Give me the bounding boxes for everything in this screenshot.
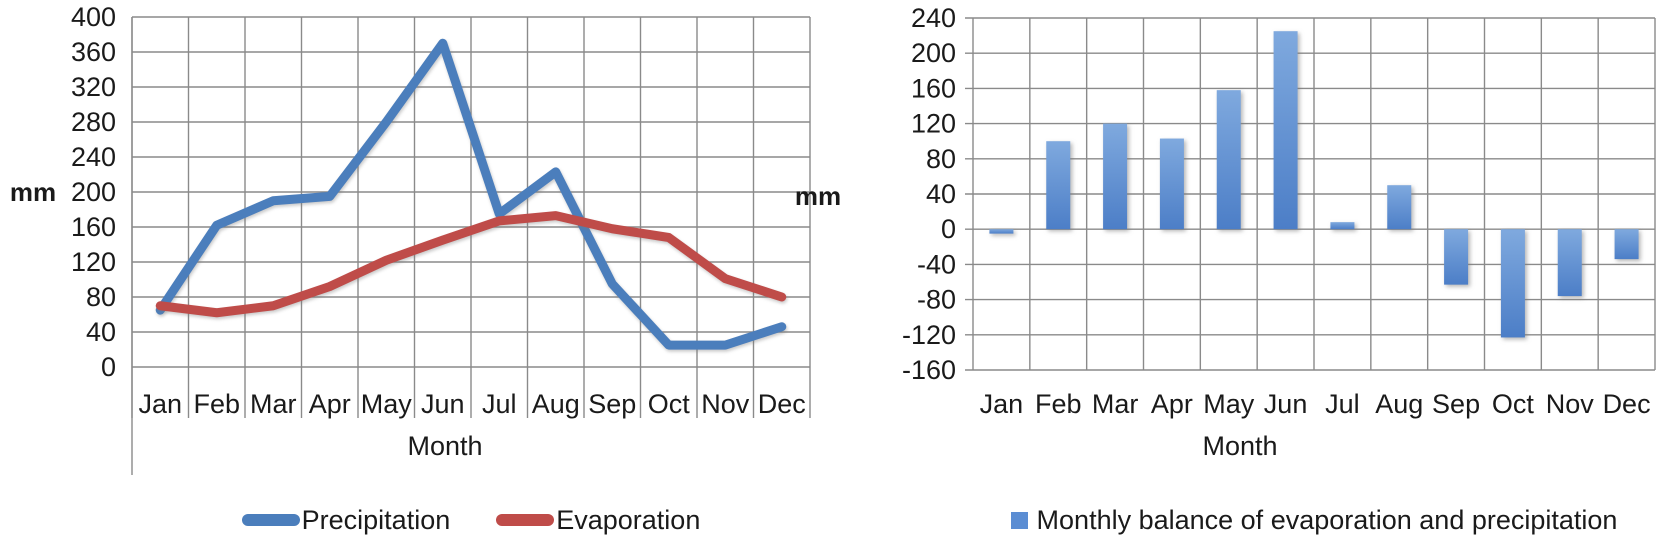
- legend-item-evaporation: Evaporation: [496, 505, 700, 536]
- x-tick-label-jun: Jun: [1264, 389, 1308, 419]
- balance-bar-feb: [1046, 141, 1071, 230]
- balance-bar-swatch: [1010, 511, 1028, 529]
- bar-chart-legend: Monthly balance of evaporation and preci…: [973, 505, 1655, 535]
- balance-bar-mar: [1103, 123, 1128, 230]
- x-tick-label-sep: Sep: [588, 389, 636, 419]
- x-tick-label-dec: Dec: [1603, 389, 1651, 419]
- y-tick-label-80: 80: [86, 282, 116, 312]
- x-tick-label-jul: Jul: [482, 389, 517, 419]
- y-tick-label-200: 200: [911, 38, 956, 68]
- evaporation-line: [155, 211, 787, 318]
- y-tick-label-80: 80: [926, 144, 956, 174]
- y-tick-label-0: 0: [941, 214, 956, 244]
- balance-bar-jun: [1273, 31, 1298, 230]
- x-axis-title: Month: [407, 431, 482, 461]
- evaporation-line-swatch: [496, 514, 555, 526]
- x-tick-label-feb: Feb: [193, 389, 240, 419]
- y-tick-label-400: 400: [71, 2, 116, 32]
- x-tick-label-mar: Mar: [1092, 389, 1139, 419]
- x-tick-label-may: May: [1203, 389, 1255, 419]
- x-axis-title: Month: [1202, 431, 1277, 461]
- x-tick-label-oct: Oct: [648, 389, 691, 419]
- y-tick-label-280: 280: [71, 107, 116, 137]
- legend-label-precipitation: Precipitation: [301, 504, 451, 535]
- balance-bar-jul: [1330, 222, 1355, 230]
- legend-label-evaporation: Evaporation: [556, 504, 701, 535]
- x-tick-label-jun: Jun: [421, 389, 465, 419]
- y-tick-label--80: -80: [917, 285, 956, 315]
- y-tick-label--40: -40: [917, 249, 956, 279]
- y-tick-label-0: 0: [101, 352, 116, 382]
- y-tick-label-200: 200: [71, 177, 116, 207]
- x-tick-label-nov: Nov: [701, 389, 750, 419]
- line-chart-legend: Precipitation Evaporation: [132, 505, 810, 535]
- x-tick-label-jan: Jan: [138, 389, 182, 419]
- line-chart: 0 40 80 120 160 200 240 280 320 360 400 Jan Feb Mar Ap…: [10, 2, 811, 475]
- y-tick-label-120: 120: [911, 109, 956, 139]
- x-tick-label-apr: Apr: [309, 389, 351, 419]
- y-tick-label--160: -160: [902, 355, 956, 385]
- y-tick-label-240: 240: [911, 3, 956, 33]
- y-axis-title: mm: [10, 177, 56, 207]
- balance-bar-nov: [1557, 229, 1582, 297]
- x-tick-label-dec: Dec: [758, 389, 806, 419]
- x-tick-label-aug: Aug: [532, 389, 580, 419]
- precipitation-line: [155, 38, 787, 350]
- x-tick-label-mar: Mar: [250, 389, 297, 419]
- x-tick-label-jan: Jan: [980, 389, 1024, 419]
- balance-bar-oct: [1500, 229, 1525, 338]
- y-tick-label-320: 320: [71, 72, 116, 102]
- y-tick-label--120: -120: [902, 320, 956, 350]
- balance-bar-apr: [1159, 138, 1184, 230]
- balance-bar-sep: [1444, 229, 1469, 285]
- y-tick-label-40: 40: [86, 317, 116, 347]
- x-tick-label-oct: Oct: [1492, 389, 1535, 419]
- balance-bar-dec: [1614, 229, 1639, 260]
- x-tick-label-aug: Aug: [1375, 389, 1423, 419]
- y-axis-title: mm: [795, 181, 841, 211]
- x-tick-label-apr: Apr: [1151, 389, 1193, 419]
- y-tick-label-160: 160: [911, 73, 956, 103]
- legend-item-balance: Monthly balance of evaporation and preci…: [1010, 504, 1618, 536]
- x-tick-label-jul: Jul: [1325, 389, 1360, 419]
- balance-bar-aug: [1387, 185, 1412, 230]
- balance-bar-may: [1216, 90, 1241, 230]
- x-tick-label-feb: Feb: [1035, 389, 1082, 419]
- precipitation-line-swatch: [241, 514, 300, 526]
- legend-item-precipitation: Precipitation: [241, 504, 451, 536]
- y-tick-label-40: 40: [926, 179, 956, 209]
- bar-chart: -160 -120 -80 -40 0 40 80 120 160 200 240 Jan Feb Mar…: [795, 3, 1656, 461]
- legend-label-balance: Monthly balance of evaporation and preci…: [1036, 504, 1618, 535]
- y-tick-label-360: 360: [71, 37, 116, 67]
- x-tick-label-sep: Sep: [1432, 389, 1480, 419]
- y-tick-label-120: 120: [71, 247, 116, 277]
- x-tick-label-nov: Nov: [1546, 389, 1595, 419]
- balance-bar-jan: [989, 229, 1014, 234]
- x-tick-label-may: May: [361, 389, 413, 419]
- y-tick-label-240: 240: [71, 142, 116, 172]
- y-tick-label-160: 160: [71, 212, 116, 242]
